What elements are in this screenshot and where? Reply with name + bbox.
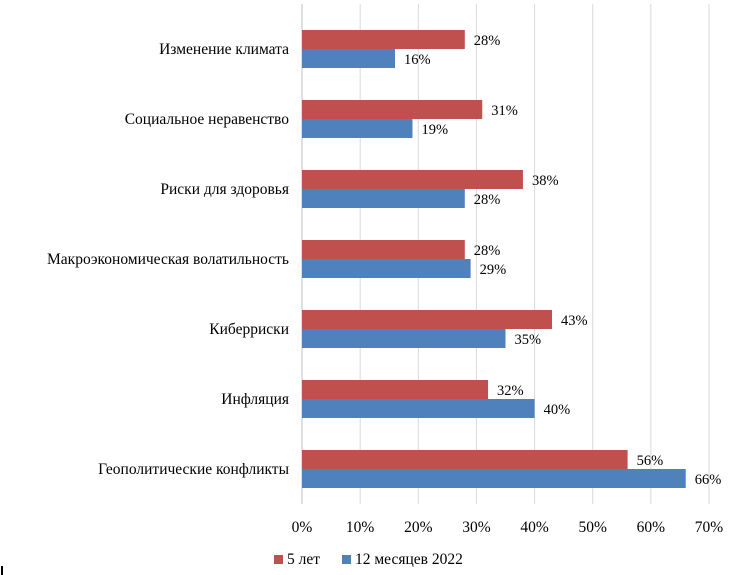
data-labels: 28% 16% 31% 19% 38% 28% 28% 29% 43% 35% 32% 40% 56% 6… <box>404 33 721 488</box>
legend-label-12-mesyatsev-2022: 12 месяцев 2022 <box>355 551 463 568</box>
data-label: 43% <box>561 313 588 329</box>
data-label: 29% <box>480 262 507 278</box>
category-label: Киберриски <box>209 321 289 338</box>
data-label: 35% <box>515 332 542 348</box>
data-label: 28% <box>474 33 501 49</box>
bar-series-2 <box>302 189 465 208</box>
category-label: Макроэкономическая волатильность <box>47 251 289 268</box>
x-tick-label: 70% <box>695 519 724 536</box>
x-tick-label: 0% <box>292 519 313 536</box>
legend: 5 лет 12 месяцев 2022 <box>274 551 463 568</box>
bar-series-2 <box>302 329 506 348</box>
bar-series-1 <box>302 240 465 259</box>
bar-series-1 <box>302 450 628 469</box>
data-label: 66% <box>695 472 722 488</box>
bar-series-1 <box>302 170 523 189</box>
data-label: 19% <box>421 122 448 138</box>
x-tick-label: 50% <box>579 519 608 536</box>
data-label: 40% <box>544 402 571 418</box>
category-labels: Изменение климата Социальное неравенство Р… <box>47 41 290 478</box>
data-label: 16% <box>404 52 431 68</box>
data-label: 38% <box>532 173 559 189</box>
bar-series-2 <box>302 49 396 68</box>
legend-swatch-5-let <box>274 555 283 564</box>
legend-swatch-12-mesyatsev-2022 <box>342 555 351 564</box>
x-tick-label: 10% <box>346 519 375 536</box>
category-label: Изменение климата <box>159 41 289 58</box>
data-label: 32% <box>497 383 524 399</box>
x-tick-label: 20% <box>404 519 433 536</box>
bar-series-2 <box>302 469 686 488</box>
bar-series-1 <box>302 30 465 49</box>
data-label: 31% <box>491 103 518 119</box>
edge-tick-mark <box>1 566 3 575</box>
category-label: Социальное неравенство <box>125 111 290 128</box>
category-label: Геополитические конфликты <box>98 461 289 478</box>
x-tick-label: 60% <box>637 519 666 536</box>
bar-series-2 <box>302 119 413 138</box>
category-label: Инфляция <box>221 391 289 408</box>
gridlines <box>359 4 710 504</box>
category-label: Риски для здоровья <box>160 181 289 198</box>
data-label: 56% <box>637 453 664 469</box>
bars <box>302 30 686 488</box>
x-tick-label: 30% <box>462 519 491 536</box>
bar-series-1 <box>302 310 553 329</box>
data-label: 28% <box>474 243 501 259</box>
legend-label-5-let: 5 лет <box>287 551 320 568</box>
bar-series-1 <box>302 380 489 399</box>
bar-series-2 <box>302 399 535 418</box>
bar-series-1 <box>302 100 483 119</box>
x-tick-labels: 0% 10% 20% 30% 40% 50% 60% 70% <box>292 519 724 536</box>
bar-series-2 <box>302 259 471 278</box>
data-label: 28% <box>474 192 501 208</box>
x-tick-label: 40% <box>520 519 549 536</box>
